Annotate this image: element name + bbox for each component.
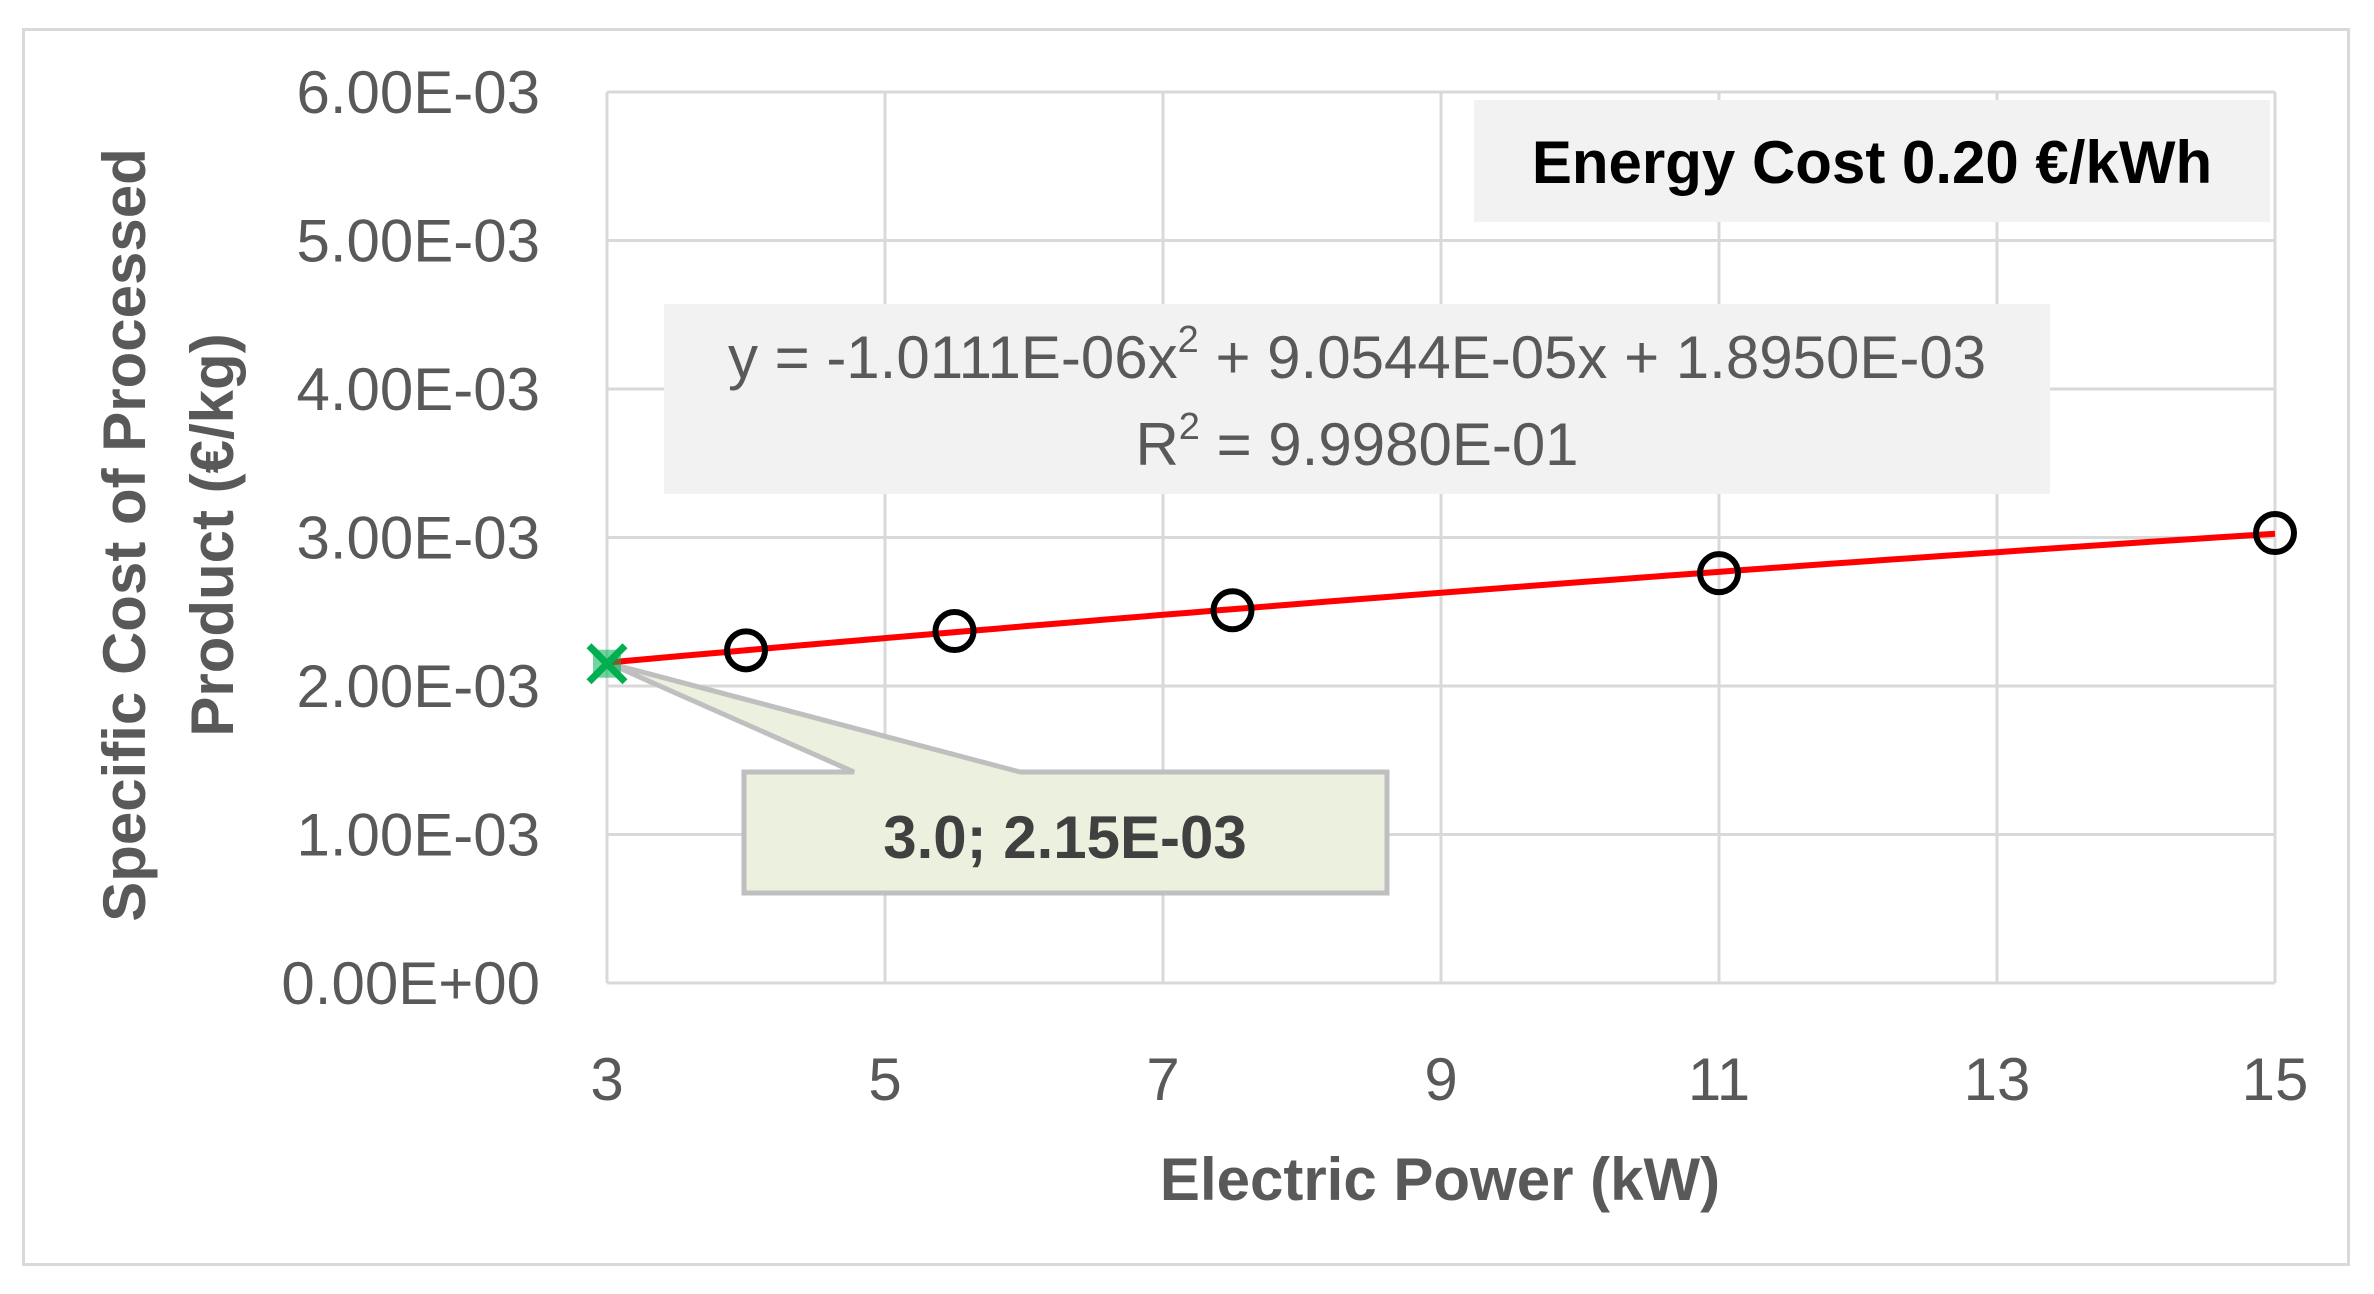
y-axis-title-line-1: Specific Cost of Processed <box>91 148 158 922</box>
y-tick-label: 4.00E-03 <box>296 356 540 423</box>
y-tick-labels: 0.00E+00 1.00E-03 2.00E-03 3.00E-03 4.00E-03… <box>281 59 540 1017</box>
y-tick-label: 0.00E+00 <box>281 950 540 1017</box>
data-label-text: 3.0; 2.15E-03 <box>883 804 1247 871</box>
data-point <box>1697 551 1741 596</box>
trendline-r-squared: R2 = 9.9980E-01 <box>1135 406 1578 478</box>
trendline-equation: y = -1.0111E-06x2 + 9.0544E-05x + 1.8950… <box>728 319 1986 391</box>
annotation-text: Energy Cost 0.20 €/kWh <box>1532 129 2212 196</box>
x-axis-title: Electric Power (kW) <box>1160 1146 1720 1213</box>
data-point <box>724 628 768 673</box>
x-tick-label: 9 <box>1424 1046 1457 1113</box>
x-tick-label: 15 <box>2242 1046 2309 1113</box>
trendline-equation-box <box>664 304 2050 494</box>
y-axis-title-line-2: Product (€/kg) <box>179 333 246 736</box>
y-tick-label: 6.00E-03 <box>296 59 540 126</box>
data-point <box>2253 511 2297 556</box>
x-tick-label: 13 <box>1964 1046 2031 1113</box>
data-points <box>724 511 2297 673</box>
highlighted-point <box>586 643 628 685</box>
data-point <box>932 609 977 654</box>
y-tick-label: 3.00E-03 <box>296 505 540 572</box>
data-point <box>1210 588 1255 633</box>
annotation-box <box>1474 100 2270 222</box>
y-tick-label: 1.00E-03 <box>296 802 540 869</box>
chart-frame <box>22 28 2350 1266</box>
x-tick-label: 3 <box>590 1046 623 1113</box>
data-label-callout <box>606 660 1390 896</box>
x-tick-label: 7 <box>1146 1046 1179 1113</box>
x-tick-labels: 3 5 7 9 11 13 15 <box>590 1046 2308 1113</box>
trendline <box>606 530 2276 666</box>
highlight-marker-cross <box>586 643 628 685</box>
x-tick-label: 11 <box>1688 1046 1750 1113</box>
y-tick-label: 5.00E-03 <box>296 208 540 275</box>
x-tick-label: 5 <box>868 1046 901 1113</box>
y-tick-label: 2.00E-03 <box>296 653 540 720</box>
